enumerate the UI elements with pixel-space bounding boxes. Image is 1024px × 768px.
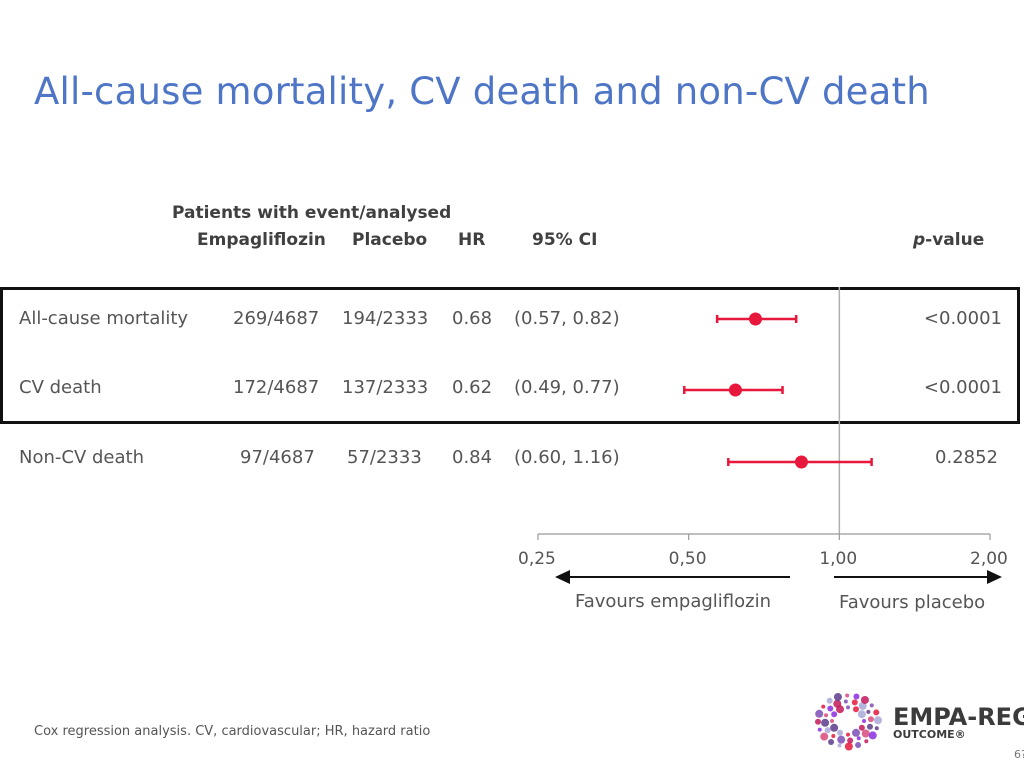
logo-dot <box>828 739 835 746</box>
logo-dot <box>824 713 829 718</box>
logo-dot <box>833 692 842 701</box>
hr-point <box>749 312 763 326</box>
logo-dot <box>837 729 843 736</box>
logo-dot <box>861 729 870 738</box>
logo-dot <box>821 718 830 727</box>
row-empagliflozin: 97/4687 <box>240 447 315 468</box>
header-p-italic: p <box>913 230 926 250</box>
row-p: 0.2852 <box>935 447 998 468</box>
header-group: Patients with event/analysed <box>172 203 452 223</box>
row-p: <0.0001 <box>923 377 1002 398</box>
logo-dot <box>866 723 873 730</box>
logo-dot <box>852 728 860 737</box>
logo-dot <box>846 705 850 710</box>
row-empagliflozin: 172/4687 <box>233 377 320 398</box>
logo-dot <box>845 693 850 698</box>
row-hr: 0.62 <box>452 377 493 398</box>
header-empagliflozin: Empagliflozin <box>197 230 326 250</box>
logo-dot <box>866 709 871 714</box>
favours-right-arrow-head <box>987 570 1002 584</box>
logo-dot <box>837 735 846 744</box>
row-label: CV death <box>19 377 102 398</box>
header-p-rest: -value <box>925 230 985 250</box>
logo-dot <box>855 742 862 749</box>
tick-label: 0,50 <box>668 549 707 569</box>
logo-dot <box>815 709 824 718</box>
logo-dot <box>869 703 874 708</box>
row-hr: 0.68 <box>452 308 493 329</box>
logo-dot <box>815 718 822 725</box>
hr-point <box>728 383 742 397</box>
row-placebo: 194/2333 <box>342 308 429 329</box>
hr-point <box>794 455 808 469</box>
logo-dot <box>851 699 858 706</box>
logo-dot <box>817 727 822 732</box>
logo-subtitle: OUTCOME® <box>893 728 966 741</box>
row-label: All-cause mortality <box>19 308 189 329</box>
tick-label: 0,25 <box>518 549 556 569</box>
logo-dot <box>867 716 874 723</box>
header-placebo: Placebo <box>352 230 428 250</box>
logo-dot <box>847 737 854 744</box>
row-p: <0.0001 <box>923 308 1002 329</box>
logo-dot <box>853 706 859 713</box>
footnote: Cox regression analysis. CV, cardiovascu… <box>34 724 431 739</box>
row-ci: (0.57, 0.82) <box>514 308 620 329</box>
empa-reg-logo-icon <box>815 692 882 751</box>
logo-dot <box>824 727 831 734</box>
tick-label: 1,00 <box>819 549 858 569</box>
logo-dot <box>821 704 826 709</box>
logo-dot <box>873 709 880 716</box>
row-ci: (0.60, 1.16) <box>514 447 620 468</box>
row-ci: (0.49, 0.77) <box>514 377 620 398</box>
row-placebo: 137/2333 <box>342 377 429 398</box>
logo-dot <box>858 701 867 710</box>
logo-dot <box>820 732 829 741</box>
logo-title: EMPA-REG <box>893 703 1024 731</box>
logo-dot <box>831 734 836 739</box>
logo-dot <box>843 699 848 704</box>
logo-dot <box>830 719 834 723</box>
header-hr: HR <box>458 230 486 250</box>
row-label: Non-CV death <box>19 447 144 468</box>
page-number: 6? <box>1014 748 1024 761</box>
logo-dot <box>831 711 838 718</box>
logo-dot <box>860 695 869 704</box>
logo-dot <box>862 719 866 723</box>
favours-left-arrow-head <box>555 570 570 584</box>
header-ci: 95% CI <box>532 230 598 250</box>
logo-dot <box>853 693 860 700</box>
row-empagliflozin: 269/4687 <box>233 308 320 329</box>
logo-dot <box>837 743 842 748</box>
logo-dot <box>864 739 869 744</box>
tick-label: 2,00 <box>970 549 1008 569</box>
logo-dot <box>873 716 882 725</box>
logo-dot <box>830 723 839 732</box>
logo-dot <box>857 710 866 719</box>
header-p-value: p-value <box>913 230 984 250</box>
logo-dot <box>833 699 842 708</box>
favours-placebo-label: Favours placebo <box>839 592 986 613</box>
favours-empagliflozin-label: Favours empagliflozin <box>575 591 772 612</box>
logo-dot <box>856 736 861 741</box>
logo-dot <box>826 697 833 704</box>
highlight-box <box>0 287 1020 424</box>
logo-dot <box>844 742 853 751</box>
row-placebo: 57/2333 <box>347 447 422 468</box>
row-hr: 0.84 <box>452 447 493 468</box>
logo-dot <box>874 726 879 731</box>
page-title: All-cause mortality, CV death and non-CV… <box>34 70 930 113</box>
logo-dot <box>858 724 865 731</box>
logo-dot <box>846 732 850 737</box>
logo-dot <box>868 731 877 740</box>
logo-dot <box>827 705 834 712</box>
